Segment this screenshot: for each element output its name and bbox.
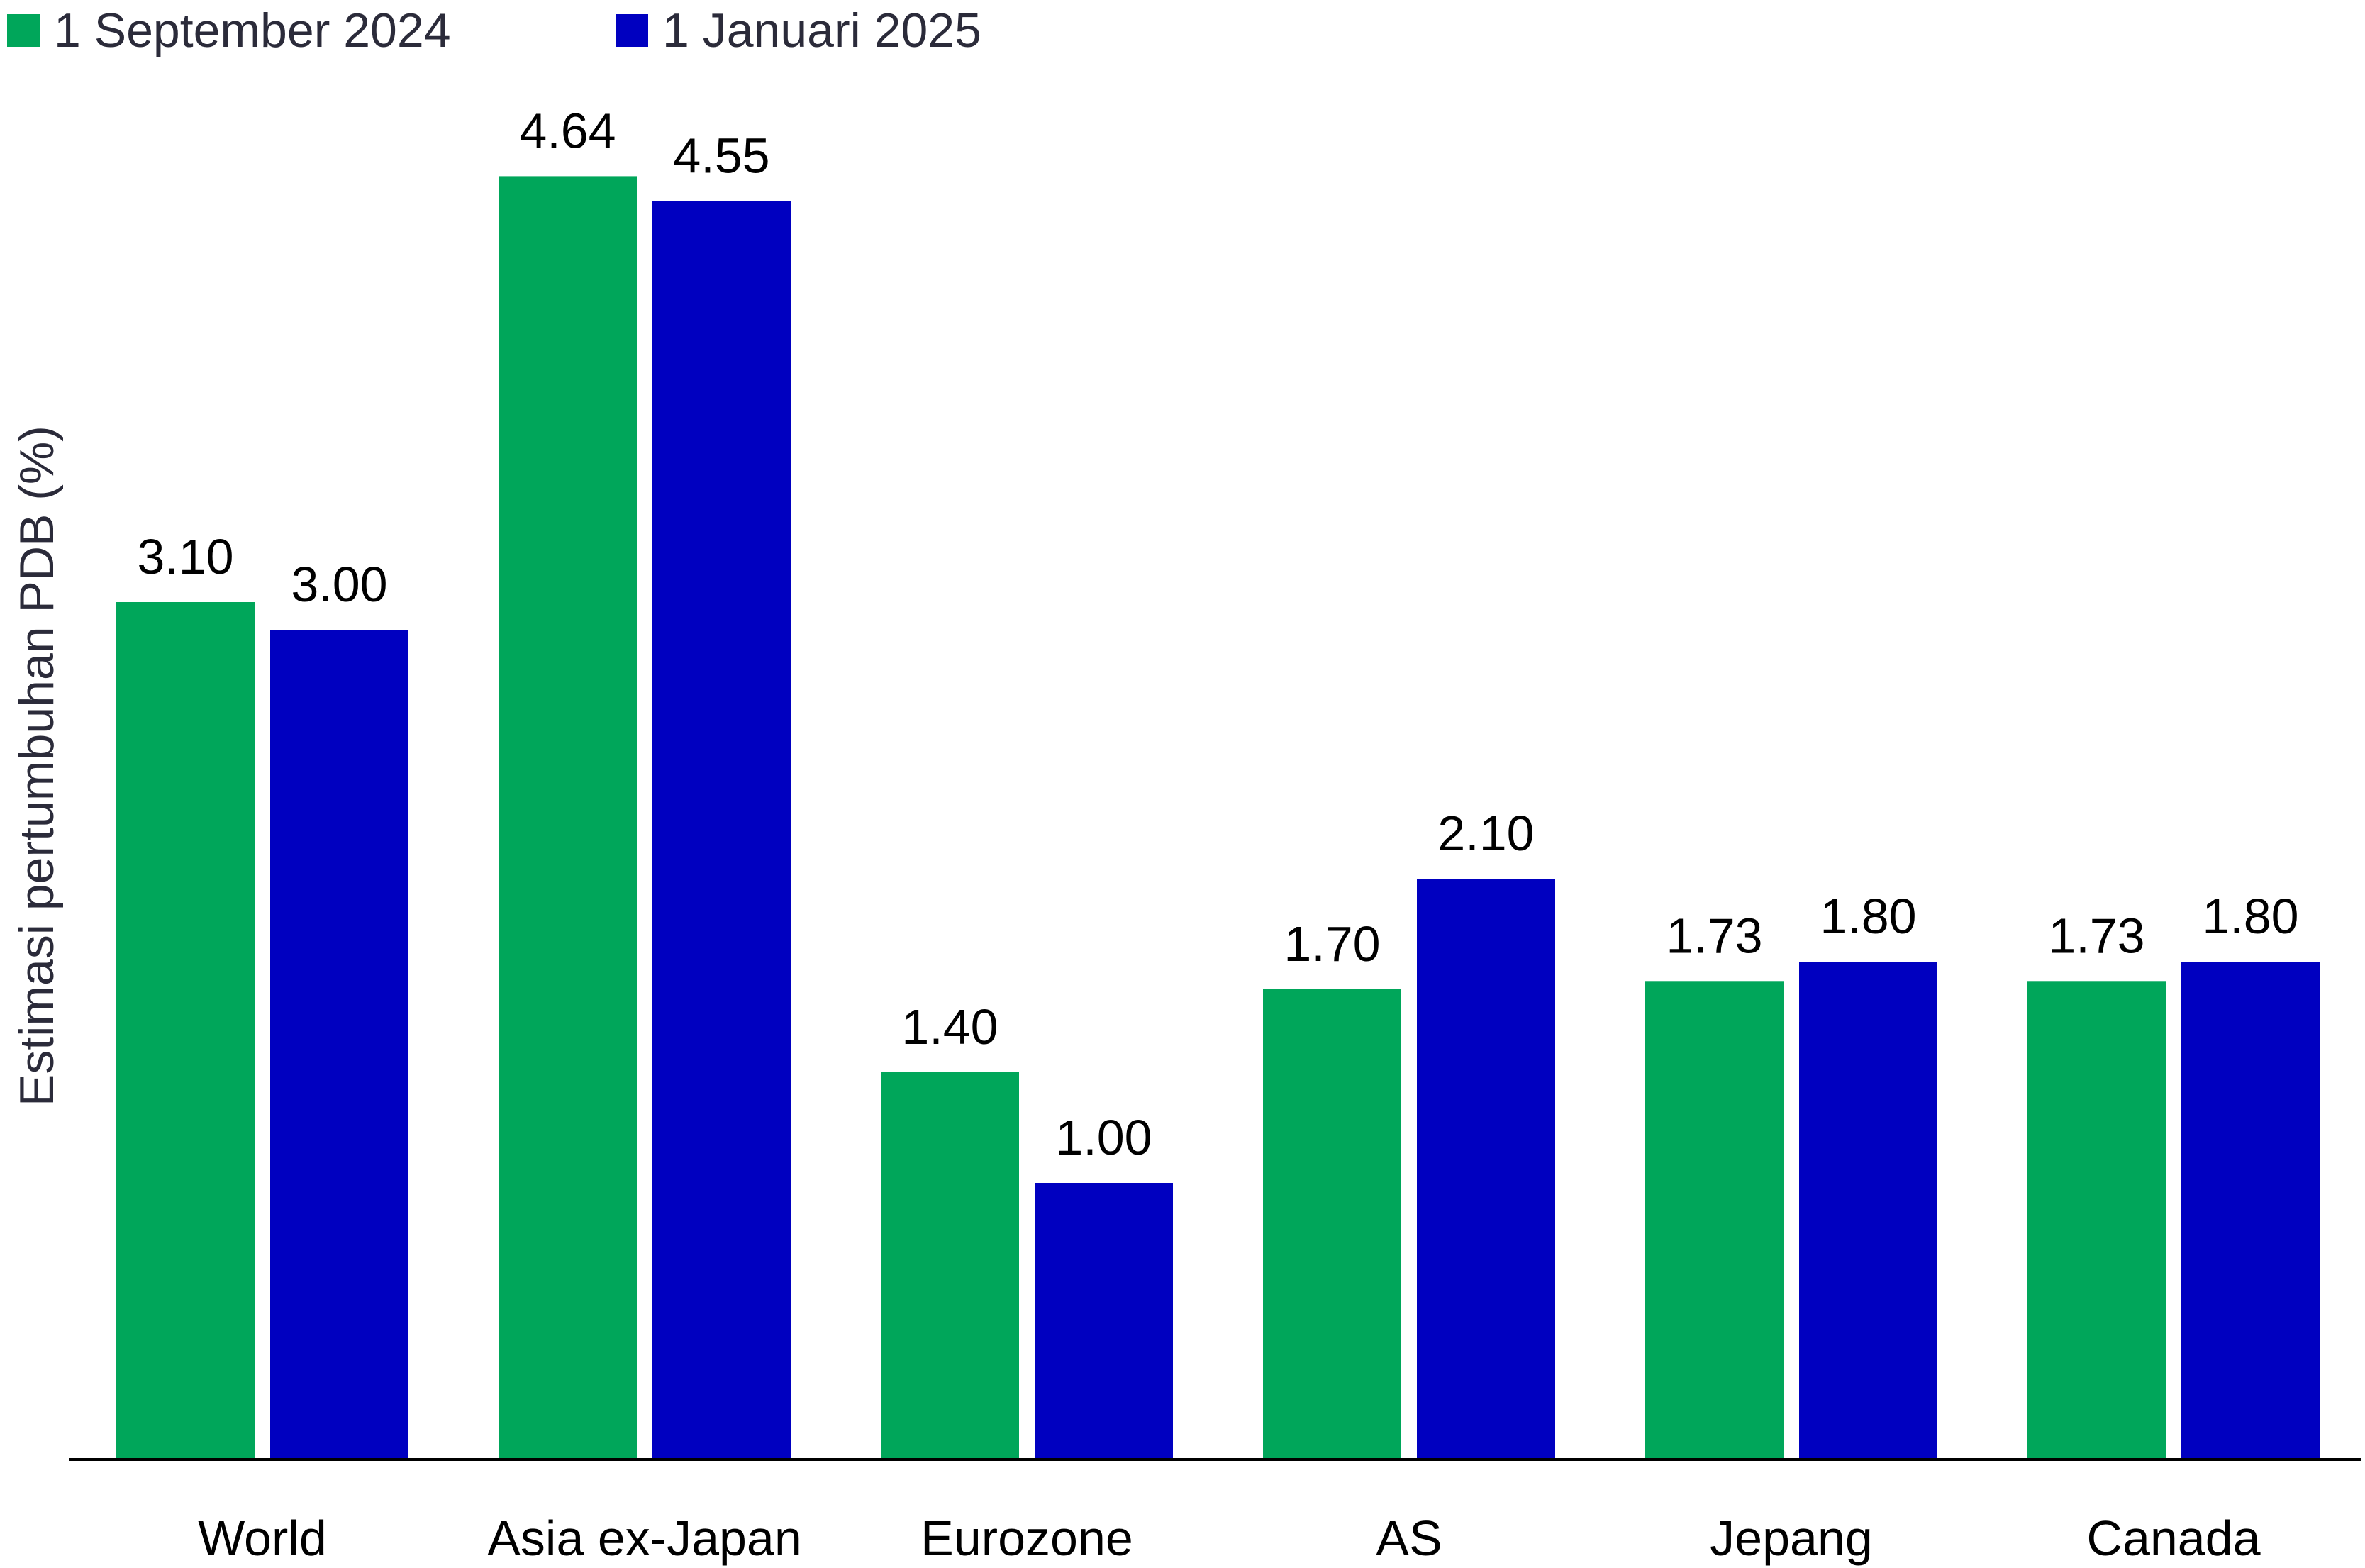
bar-1-asia-ex-japan	[499, 176, 637, 1459]
legend-item-series-1: 1 September 2024	[7, 3, 451, 58]
bar-2-world	[270, 630, 408, 1459]
legend-swatch-series-1	[7, 14, 40, 47]
bar-1-canada	[2027, 981, 2166, 1459]
bar-1-as	[1263, 989, 1401, 1459]
data-label-2-canada: 1.80	[2202, 889, 2298, 944]
data-label-2-world: 3.00	[291, 557, 387, 612]
bar-1-jepang	[1645, 981, 1784, 1459]
legend-swatch-series-2	[616, 14, 648, 47]
data-label-1-asia-ex-japan: 4.64	[519, 103, 616, 158]
data-label-2-jepang: 1.80	[1820, 889, 1916, 944]
bar-2-eurozone	[1035, 1183, 1173, 1459]
x-tick-label-world: World	[198, 1511, 327, 1566]
data-label-1-jepang: 1.73	[1666, 908, 1762, 963]
legend-label-series-1: 1 September 2024	[54, 4, 451, 57]
data-label-1-eurozone: 1.40	[901, 999, 998, 1055]
legend-item-series-2: 1 Januari 2025	[616, 3, 981, 58]
data-label-2-asia-ex-japan: 4.55	[673, 128, 769, 184]
x-tick-label-canada: Canada	[2086, 1511, 2260, 1566]
data-label-2-eurozone: 1.00	[1055, 1110, 1152, 1165]
data-label-1-as: 1.70	[1284, 916, 1380, 972]
bar-2-asia-ex-japan	[652, 201, 791, 1459]
data-label-2-as: 2.10	[1437, 806, 1534, 861]
bar-1-eurozone	[881, 1072, 1019, 1459]
data-label-1-canada: 1.73	[2048, 908, 2144, 963]
x-tick-label-asia-ex-japan: Asia ex-Japan	[487, 1511, 802, 1566]
bar-1-world	[116, 602, 255, 1459]
bar-2-jepang	[1799, 962, 1937, 1459]
x-tick-label-eurozone: Eurozone	[920, 1511, 1133, 1566]
bar-2-canada	[2181, 962, 2320, 1459]
legend-label-series-2: 1 Januari 2025	[662, 4, 981, 57]
x-tick-label-as: AS	[1376, 1511, 1442, 1566]
data-label-1-world: 3.10	[137, 529, 233, 584]
bar-2-as	[1417, 879, 1555, 1459]
x-tick-label-jepang: Jepang	[1710, 1511, 1873, 1566]
